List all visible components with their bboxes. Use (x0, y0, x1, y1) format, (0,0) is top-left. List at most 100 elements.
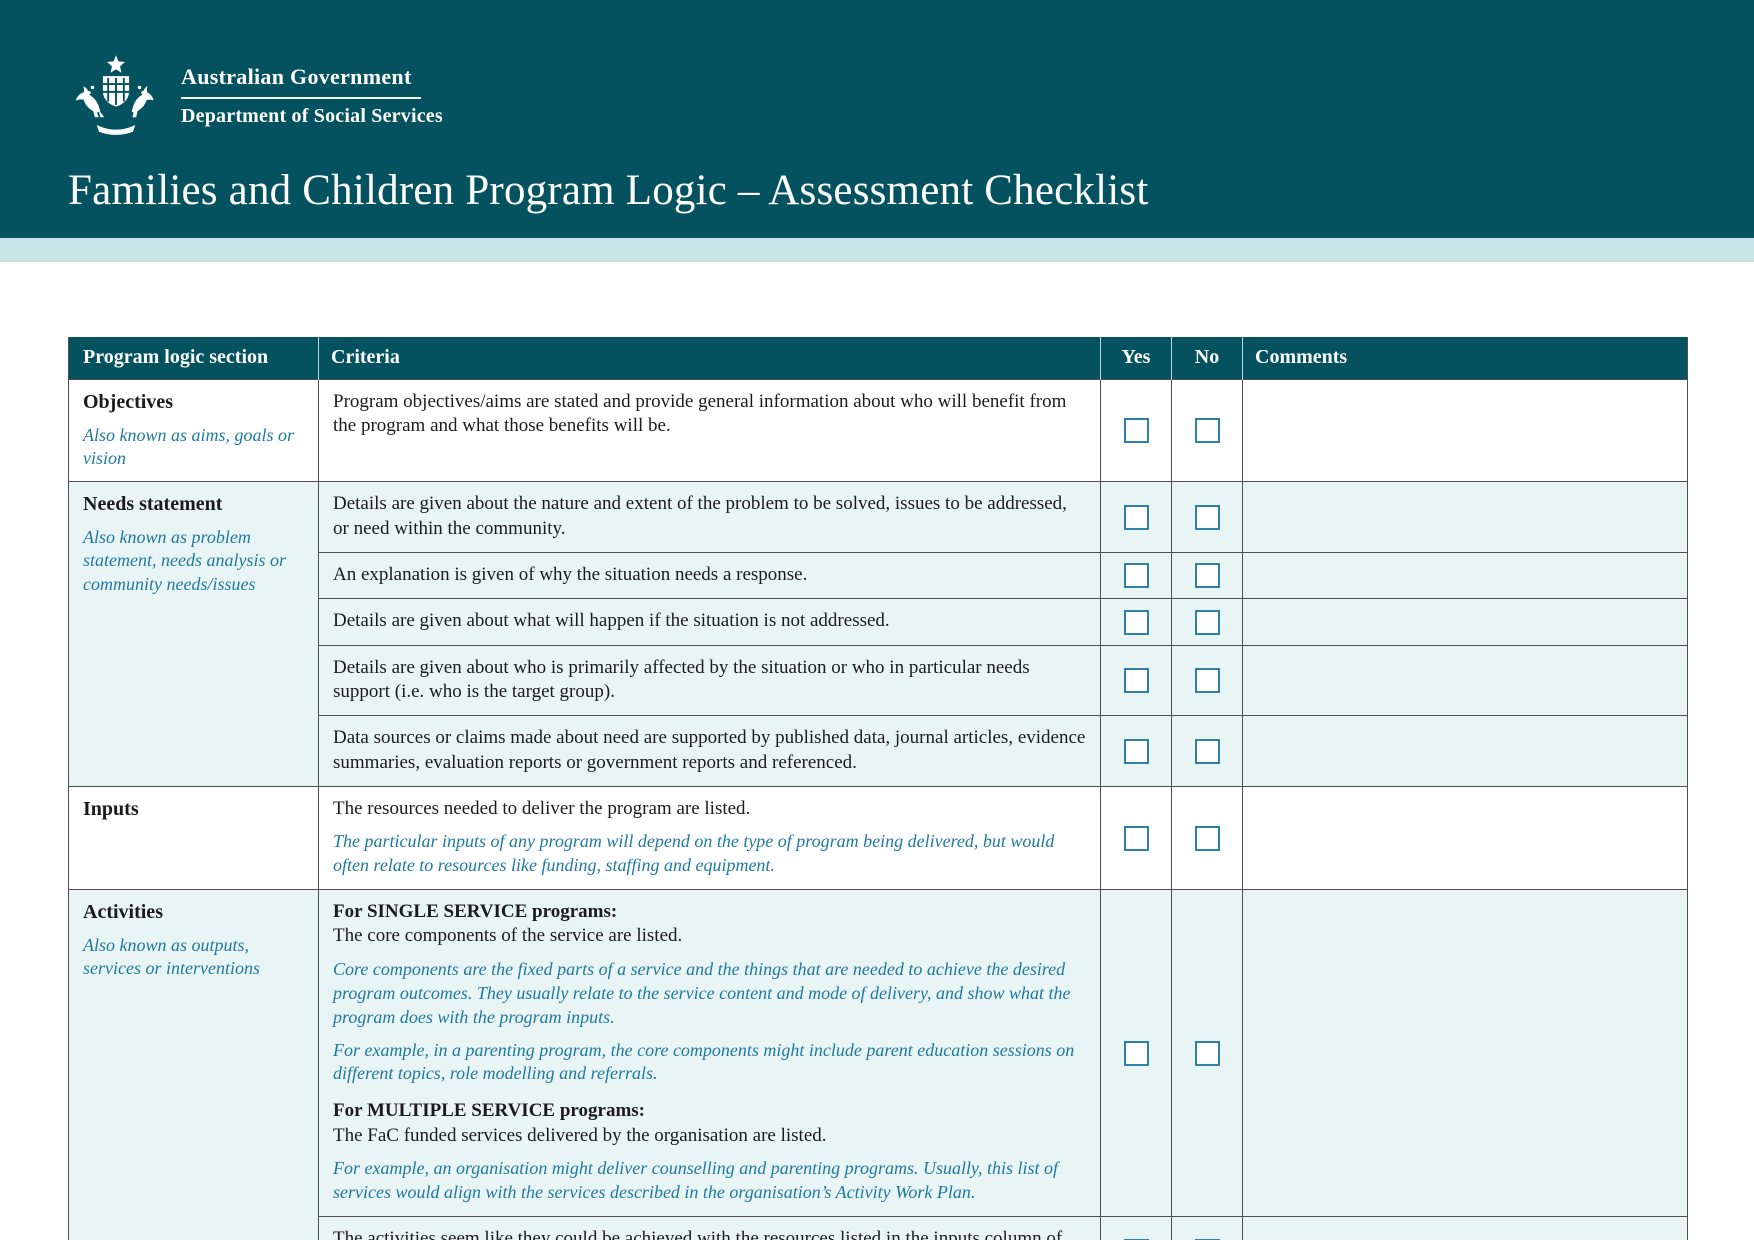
section-subtitle: Also known as outputs, services or inter… (83, 934, 260, 979)
section-name: Objectives (83, 391, 173, 413)
no-cell (1171, 598, 1243, 646)
yes-cell (1100, 551, 1172, 599)
section-label-cell: Objectives Also known as aims, goals or v… (68, 378, 319, 482)
criteria-row: The activities seem like they could be a… (69, 1215, 1688, 1240)
yes-cell (1100, 715, 1172, 787)
no-checkbox[interactable] (1194, 504, 1220, 530)
comments-cell[interactable] (1242, 715, 1688, 787)
criteria-row: Details are given about who is primarily… (69, 644, 1688, 716)
no-checkbox[interactable] (1194, 825, 1220, 851)
criteria-paragraph: Program objectives/aims are stated and p… (333, 391, 1067, 437)
no-cell (1171, 1215, 1243, 1240)
no-checkbox[interactable] (1194, 1040, 1220, 1066)
coat-of-arms-icon (75, 55, 154, 135)
emu-shape (131, 85, 154, 118)
yes-cell (1100, 644, 1172, 716)
no-cell (1171, 644, 1243, 716)
section-label-cell: Activities Also known as outputs, service… (68, 889, 319, 1240)
yes-checkbox[interactable] (1123, 1040, 1149, 1066)
criteria-paragraph: Core components are the fixed parts of a… (333, 958, 1071, 1027)
assessment-checklist-table: Program logic section Criteria Yes No Co… (68, 337, 1688, 1240)
criteria-paragraph: Details are given about what will happen… (333, 610, 890, 632)
no-cell (1171, 715, 1243, 787)
criteria-paragraph: For example, in a parenting program, the… (333, 1039, 1075, 1084)
section-name: Inputs (83, 797, 139, 820)
document-header: Australian Government Department of Soci… (0, 0, 1754, 238)
agency-logo-text: Australian Government Department of Soci… (181, 54, 443, 128)
criteria-paragraph: For example, an organisation might deliv… (333, 1158, 1058, 1202)
criteria-paragraph: The particular inputs of any program wil… (333, 831, 1055, 876)
comments-cell[interactable] (1242, 598, 1688, 646)
yes-cell (1100, 598, 1172, 646)
col-header-no: No (1171, 337, 1243, 380)
criteria-row: Data sources or claims made about need a… (69, 715, 1688, 787)
yes-checkbox[interactable] (1123, 563, 1149, 589)
no-checkbox[interactable] (1194, 609, 1220, 635)
page-title: Families and Children Program Logic – As… (68, 167, 1149, 214)
yes-cell (1100, 785, 1172, 890)
criteria-cell: For SINGLE SERVICE programs: The core com… (318, 889, 1101, 1217)
criteria-row: Inputs The resources needed to deliver th… (68, 785, 1688, 890)
accent-band (0, 238, 1754, 262)
col-header-criteria: Criteria (318, 337, 1101, 380)
no-cell (1171, 378, 1243, 482)
yes-cell (1100, 889, 1172, 1217)
criteria-paragraph: Details are given about the nature and e… (333, 493, 1067, 539)
criteria-paragraph: The resources needed to deliver the prog… (333, 797, 751, 819)
criteria-cell: Details are given about what will happen… (318, 598, 1101, 646)
criteria-cell: Data sources or claims made about need a… (318, 715, 1101, 787)
comments-cell[interactable] (1242, 785, 1688, 890)
table-body: Objectives Also known as aims, goals or v… (68, 378, 1688, 1240)
criteria-paragraph: The core components of the service are l… (333, 925, 683, 947)
criteria-cell: Details are given about who is primarily… (318, 644, 1101, 716)
yes-checkbox[interactable] (1123, 825, 1149, 851)
section-label-cell: Needs statement Also known as problem sta… (68, 481, 319, 787)
col-header-yes: Yes (1100, 337, 1172, 380)
criteria-cell: The activities seem like they could be a… (318, 1215, 1101, 1240)
star-shape (107, 55, 125, 73)
comments-cell[interactable] (1242, 481, 1688, 553)
comments-cell[interactable] (1242, 1215, 1688, 1240)
yes-checkbox[interactable] (1123, 738, 1149, 764)
criteria-paragraph: For SINGLE SERVICE programs: (333, 901, 618, 923)
no-checkbox[interactable] (1194, 668, 1220, 693)
comments-cell[interactable] (1242, 889, 1688, 1217)
no-cell (1171, 785, 1243, 890)
comments-cell[interactable] (1242, 378, 1688, 482)
no-checkbox[interactable] (1194, 418, 1220, 444)
comments-cell[interactable] (1242, 644, 1688, 716)
section-subtitle: Also known as aims, goals or vision (83, 424, 295, 468)
criteria-cell: The resources needed to deliver the prog… (318, 785, 1101, 890)
criteria-paragraph: The FaC funded services delivered by the… (333, 1124, 827, 1146)
logo-divider (181, 97, 421, 99)
criteria-paragraph: The activities seem like they could be a… (333, 1227, 1063, 1240)
section-name: Activities (83, 901, 163, 924)
agency-logo: Australian Government Department of Soci… (68, 54, 1754, 142)
criteria-cell: An explanation is given of why the situa… (318, 551, 1101, 599)
criteria-cell: Program objectives/aims are stated and p… (318, 378, 1101, 482)
yes-cell (1100, 1215, 1172, 1240)
table-header: Program logic section Criteria Yes No Co… (68, 337, 1688, 380)
yes-cell (1100, 378, 1172, 482)
no-checkbox[interactable] (1194, 563, 1220, 589)
yes-checkbox[interactable] (1123, 668, 1149, 693)
criteria-cell: Details are given about the nature and e… (318, 481, 1101, 553)
criteria-paragraph: For MULTIPLE SERVICE programs: (333, 1100, 645, 1122)
criteria-row: Needs statement Also known as problem sta… (68, 481, 1688, 787)
comments-cell[interactable] (1242, 551, 1688, 599)
section-subtitle: Also known as problem statement, needs a… (83, 526, 286, 594)
government-name: Australian Government (181, 64, 412, 89)
yes-checkbox[interactable] (1123, 418, 1149, 444)
col-header-comments: Comments (1242, 337, 1688, 380)
criteria-row: Activities Also known as outputs, service… (68, 889, 1688, 1240)
document-body: Program logic section Criteria Yes No Co… (0, 337, 1754, 1240)
yes-checkbox[interactable] (1123, 609, 1149, 635)
no-cell (1171, 551, 1243, 599)
col-header-program-logic-section: Program logic section (68, 337, 319, 380)
no-cell (1171, 481, 1243, 553)
criteria-row: Objectives Also known as aims, goals or v… (68, 378, 1688, 482)
yes-checkbox[interactable] (1123, 504, 1149, 530)
no-checkbox[interactable] (1194, 738, 1220, 764)
criteria-row: Details are given about what will happen… (69, 598, 1688, 646)
